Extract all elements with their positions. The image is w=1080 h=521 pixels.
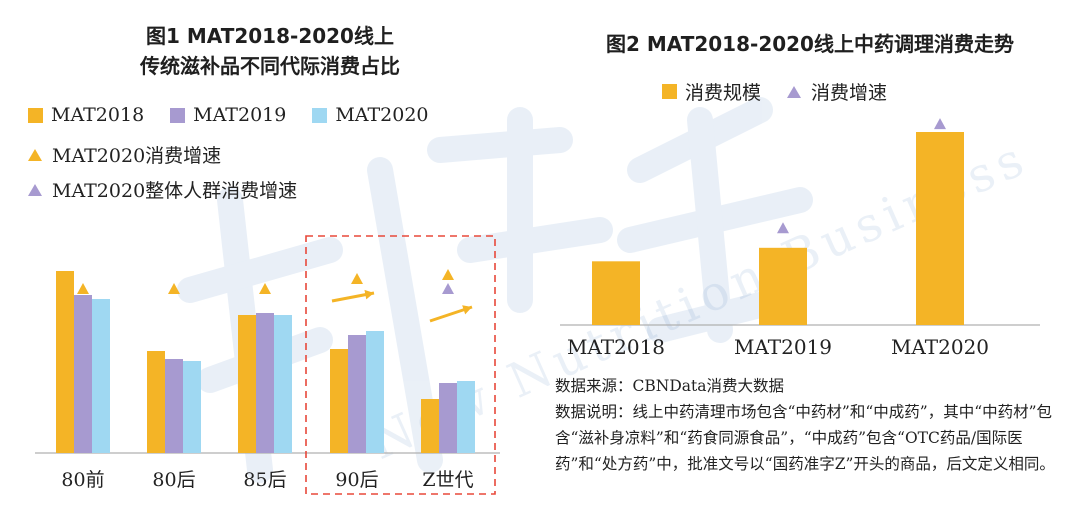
trend-arrowhead-icon-1 [462, 305, 472, 315]
right-bar-chart: MAT2018 MAT2019 MAT2020 [560, 118, 1040, 359]
x-tick-label-4: Z世代 [422, 469, 473, 491]
right-x-tick-label-1: MAT2019 [734, 335, 832, 359]
bar-mat2019-0 [74, 295, 92, 453]
right-legend: 消费规模 消费增速 [662, 78, 913, 105]
bar-mat2018-0 [56, 271, 74, 453]
legend-item-mat2020: MAT2020 [312, 104, 429, 126]
right-growth-marker-1 [777, 222, 789, 234]
right-x-tick-label-2: MAT2020 [891, 335, 989, 359]
growth-marker-0 [77, 283, 89, 294]
legend-label-right-growth: 消费增速 [811, 82, 888, 104]
bar-scale-1 [759, 247, 807, 325]
legend-swatch-mat2019 [170, 107, 186, 123]
left-bar-chart: 80前 80后 85后 90后 Z世代 [35, 235, 500, 495]
bar-mat2018-2 [238, 315, 256, 453]
bar-mat2018-4 [421, 399, 439, 453]
growth-marker-4 [442, 269, 454, 280]
left-chart-title-line2: 传统滋补品不同代际消费占比 [140, 54, 400, 78]
legend-swatch-mat2020 [312, 107, 328, 123]
triangle-marker-icon [28, 148, 42, 161]
legend-label-growth: MAT2020消费增速 [52, 145, 222, 167]
legend-swatch-scale [662, 84, 677, 99]
right-chart-panel: 图2 MAT2018-2020线上中药调理消费走势 消费规模 消费增速 MAT2… [540, 0, 1080, 521]
legend-item-right-growth: 消费增速 [787, 78, 887, 105]
source-note: 数据来源：CBNData消费大数据 数据说明：线上中药清理市场包含“中药材”和“… [555, 373, 1060, 477]
right-chart-title: 图2 MAT2018-2020线上中药调理消费走势 [606, 32, 1014, 56]
bar-mat2020-4 [457, 381, 475, 453]
legend-label-overall-growth: MAT2020整体人群消费增速 [52, 180, 298, 202]
legend-swatch-mat2018 [28, 107, 43, 123]
bar-mat2020-3 [366, 331, 384, 453]
legend-label-scale: 消费规模 [685, 82, 762, 104]
right-x-tick-label-0: MAT2018 [567, 335, 665, 359]
x-tick-label-0: 80前 [61, 469, 104, 491]
left-chart-title-line1: 图1 MAT2018-2020线上 [146, 24, 394, 48]
bar-mat2020-2 [274, 315, 292, 453]
bar-mat2019-3 [348, 335, 366, 453]
bar-scale-0 [592, 261, 640, 325]
triangle-marker-icon [787, 85, 802, 98]
bar-mat2019-1 [165, 359, 183, 453]
x-tick-label-2: 85后 [243, 469, 286, 491]
growth-marker-3 [351, 273, 363, 284]
data-description: 数据说明：线上中药清理市场包含“中药材”和“中成药”，其中“中药材”包含“滋补身… [555, 403, 1055, 473]
legend-label-mat2019: MAT2019 [193, 104, 287, 126]
legend-label-mat2020: MAT2020 [335, 104, 429, 126]
trend-arrowhead-icon-0 [364, 289, 374, 300]
left-legend-row1: MAT2018 MAT2019 MAT2020 [28, 104, 455, 126]
highlight-box [305, 235, 496, 495]
x-tick-label-1: 80后 [152, 469, 195, 491]
legend-item-mat2018: MAT2018 [28, 104, 144, 126]
bar-mat2019-4 [439, 383, 457, 453]
x-tick-label-3: 90后 [335, 469, 378, 491]
bar-mat2020-1 [183, 361, 201, 453]
growth-marker-2 [259, 283, 271, 294]
bar-scale-2 [916, 132, 964, 325]
bar-mat2019-2 [256, 313, 274, 453]
bar-mat2018-3 [330, 349, 348, 453]
legend-item-scale: 消费规模 [662, 78, 761, 105]
left-chart-panel: 图1 MAT2018-2020线上 传统滋补品不同代际消费占比 MAT2018 … [28, 24, 500, 495]
triangle-marker-icon [28, 183, 42, 196]
bar-mat2020-0 [92, 299, 110, 453]
growth-marker-1 [168, 283, 180, 294]
legend-item-mat2019: MAT2019 [170, 104, 286, 126]
legend-label-mat2018: MAT2018 [51, 104, 145, 126]
legend-item-growth: MAT2020消费增速 [28, 141, 221, 168]
right-growth-marker-2 [934, 118, 946, 130]
source-line: 数据来源：CBNData消费大数据 [555, 377, 784, 395]
bar-mat2018-1 [147, 351, 165, 453]
overall-growth-marker-4 [442, 283, 454, 294]
legend-item-overall-growth: MAT2020整体人群消费增速 [28, 176, 297, 203]
